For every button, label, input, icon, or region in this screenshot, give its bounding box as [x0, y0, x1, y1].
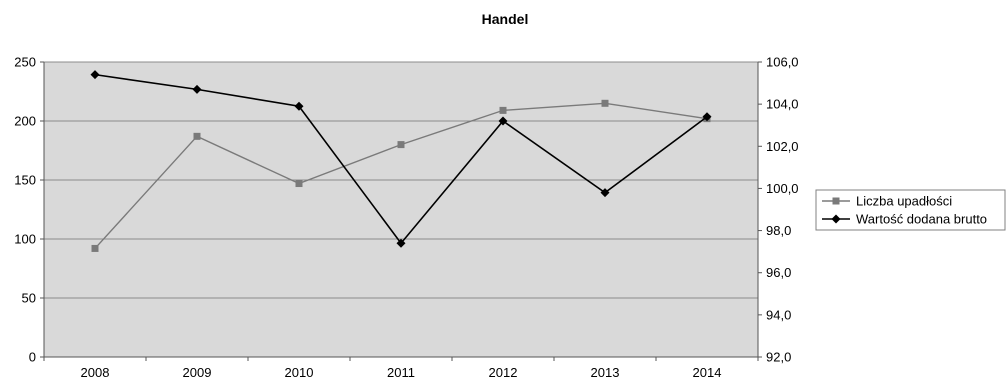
x-tick-label: 2008 — [81, 365, 110, 380]
data-point — [90, 70, 100, 80]
legend-box — [815, 189, 1006, 231]
data-point — [499, 106, 507, 114]
x-tick-label: 2012 — [489, 365, 518, 380]
x-tick-label: 2009 — [183, 365, 212, 380]
legend-diamond-marker — [831, 214, 841, 224]
data-point — [294, 101, 304, 111]
x-tick-label: 2010 — [285, 365, 314, 380]
data-point — [91, 244, 99, 252]
y-right-tick-label: 98,0 — [766, 223, 791, 238]
y-right-tick-label: 106,0 — [766, 55, 799, 70]
data-point — [192, 84, 202, 94]
legend-item: Wartość dodana brutto — [822, 212, 987, 227]
plot-area — [43, 61, 759, 358]
series-lines — [90, 70, 712, 252]
y-left-tick-label: 50 — [22, 291, 36, 306]
data-point — [397, 141, 405, 149]
y-right-tick-label: 104,0 — [766, 97, 799, 112]
y-right-tick-label: 100,0 — [766, 181, 799, 196]
y-right-tick-label: 92,0 — [766, 350, 791, 365]
y-left-tick-label: 250 — [14, 55, 36, 70]
data-point — [600, 188, 610, 198]
legend-label: Wartość dodana brutto — [856, 212, 987, 227]
y-right-tick-label: 94,0 — [766, 307, 791, 322]
y-left-tick-label: 100 — [14, 232, 36, 247]
axes: 0 50 100 150 200 250 92,0 94,0 96,0 98,0 100,0 102,… — [14, 55, 798, 381]
y-left-tick-label: 200 — [14, 114, 36, 129]
y-right-tick-label: 102,0 — [766, 139, 799, 154]
chart-title: Handel — [482, 11, 529, 27]
data-point — [193, 132, 201, 140]
y-left-tick-label: 150 — [14, 173, 36, 188]
y-right-tick-label: 96,0 — [766, 265, 791, 280]
data-point — [498, 116, 508, 126]
data-point — [702, 112, 712, 122]
grid-lines — [44, 61, 758, 299]
legend-square-marker — [832, 197, 840, 205]
series-1 — [90, 70, 712, 248]
legend-label: Liczba upadłości — [856, 194, 952, 209]
legend-item: Liczba upadłości — [822, 194, 952, 209]
data-point — [295, 180, 303, 188]
x-tick-label: 2014 — [693, 365, 722, 380]
legend: Liczba upadłości Wartość dodana brutto — [815, 189, 1006, 231]
x-tick-label: 2011 — [387, 365, 415, 380]
y-left-tick-label: 0 — [29, 350, 36, 365]
x-tick-label: 2013 — [591, 365, 620, 380]
data-point — [396, 238, 406, 248]
data-point — [601, 99, 609, 107]
